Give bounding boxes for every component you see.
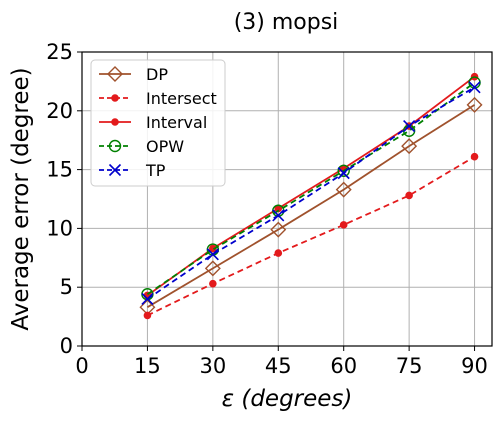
legend-marker-dp bbox=[107, 66, 123, 82]
x-tick-label: 60 bbox=[330, 354, 357, 378]
y-tick-label: 25 bbox=[46, 40, 73, 64]
data-point-dp bbox=[466, 96, 483, 113]
legend-box bbox=[90, 59, 226, 187]
data-point-intersect bbox=[274, 249, 283, 257]
chart-title: (3) mopsi bbox=[234, 10, 339, 35]
data-point-intersect bbox=[339, 221, 348, 229]
legend-marker-tp bbox=[108, 163, 122, 177]
legend-marker-interval bbox=[111, 118, 119, 126]
data-point-tp bbox=[403, 120, 416, 133]
series-layer bbox=[139, 72, 483, 320]
series-tp bbox=[141, 81, 481, 306]
legend-marker-intersect bbox=[111, 94, 119, 102]
data-point-dp bbox=[335, 181, 352, 198]
series-line-dp bbox=[146, 104, 476, 308]
x-tick-label: 75 bbox=[396, 354, 423, 378]
data-point-intersect bbox=[470, 152, 479, 161]
legend-item-opw: OPW bbox=[99, 137, 184, 156]
data-point-dp bbox=[204, 260, 221, 277]
y-axis-label: Average error (degree) bbox=[8, 67, 34, 330]
legend-item-interval: Interval bbox=[99, 113, 207, 132]
data-point-opw bbox=[337, 164, 350, 177]
series-line-intersect bbox=[147, 155, 476, 317]
legend-marker-opw bbox=[108, 139, 122, 153]
data-point-tp bbox=[206, 248, 219, 261]
x-axis-label: ε (degrees) bbox=[222, 386, 353, 412]
data-point-dp bbox=[270, 221, 287, 238]
data-point-tp bbox=[468, 81, 481, 94]
y-tick-label: 0 bbox=[60, 334, 73, 358]
data-point-dp bbox=[401, 138, 418, 155]
data-point-intersect bbox=[143, 311, 152, 320]
y-tick-label: 5 bbox=[60, 275, 73, 299]
x-tick-label: 45 bbox=[265, 354, 292, 378]
legend-label-opw: OPW bbox=[146, 137, 184, 156]
x-tick-label: 15 bbox=[134, 354, 161, 378]
series-dp bbox=[139, 96, 483, 316]
y-tick-label: 15 bbox=[46, 158, 73, 182]
data-point-tp bbox=[141, 292, 154, 306]
data-point-intersect bbox=[209, 279, 217, 288]
plot-frame bbox=[81, 51, 493, 347]
series-line-interval bbox=[146, 75, 476, 297]
ticks: 0 15 30 45 60 75 90 0 5 10 15 20 25 bbox=[46, 40, 488, 378]
x-axis-label-text: (degrees) bbox=[234, 386, 352, 412]
series-line-opw bbox=[146, 81, 476, 295]
legend-label-interval: Interval bbox=[146, 113, 207, 132]
legend-item-dp: DP bbox=[99, 65, 168, 84]
y-tick-label: 10 bbox=[46, 216, 73, 240]
data-point-intersect bbox=[405, 191, 413, 200]
data-point-tp bbox=[272, 209, 285, 222]
legend: DP Intersect Interval OPW TP bbox=[90, 59, 226, 187]
legend-label-dp: DP bbox=[146, 65, 168, 84]
legend-label-intersect: Intersect bbox=[146, 89, 217, 108]
series-intersect bbox=[143, 152, 479, 320]
legend-item-intersect: Intersect bbox=[99, 89, 217, 108]
y-tick-label: 20 bbox=[46, 99, 73, 123]
legend-item-tp: TP bbox=[99, 161, 166, 180]
x-axis-label-symbol: ε bbox=[222, 386, 234, 412]
data-point-tp bbox=[337, 167, 350, 180]
x-tick-label: 90 bbox=[461, 354, 488, 378]
legend-label-tp: TP bbox=[145, 161, 166, 180]
series-line-tp bbox=[146, 86, 476, 300]
x-tick-label: 0 bbox=[75, 354, 88, 378]
x-tick-label: 30 bbox=[199, 354, 226, 378]
